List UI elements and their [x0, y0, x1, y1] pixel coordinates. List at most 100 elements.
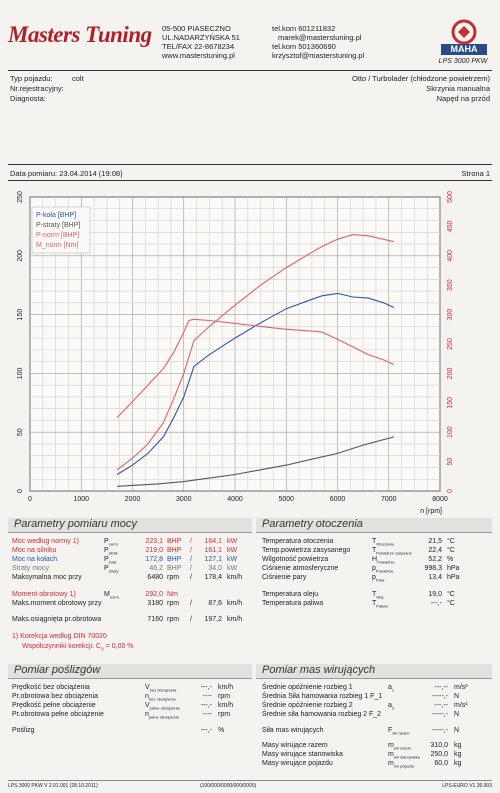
inertia-row-value: ---,--	[434, 684, 448, 691]
inertia-row-symbol-sub: wir razem	[393, 745, 412, 751]
legend-entry: P-norm [BHP]	[36, 232, 79, 239]
power-row-slash: /	[190, 547, 192, 554]
power-row-symbol-sub: norm	[108, 541, 118, 547]
power-row-unit1: BHP	[167, 565, 182, 572]
correction-factor: Współczynniki korekcji: Co = 0,00 %	[22, 643, 134, 653]
y-right-tick-label: 150	[447, 397, 454, 409]
y-left-tick-label: 0	[17, 489, 24, 493]
slip-row-symbol: Vpełne obciążenie	[145, 702, 180, 711]
power-row-slash: /	[190, 538, 192, 545]
diagnostician-label: Diagnosta:	[10, 94, 46, 103]
environment-section-bar	[256, 518, 492, 533]
env-row-symbol: pPara	[372, 574, 385, 583]
legend-box	[31, 206, 91, 254]
env-row-symbol: TOlej	[372, 591, 384, 600]
slip-section-bar	[8, 664, 252, 679]
y-right-tick-label: 50	[447, 458, 454, 466]
power-row-unit2: kW	[227, 556, 238, 563]
inertia-row-unit: kg	[454, 760, 462, 767]
maha-logo: MAHA LPS 3000 PKW	[437, 14, 491, 68]
slip-row-symbol-sub: bez obciążenia	[149, 687, 177, 693]
slip-row-label: Prędkość pełne obciążenie	[12, 702, 96, 709]
inertia-row-symbol-sub: wir razem	[392, 730, 410, 736]
drive-type: Napęd na przód	[436, 94, 490, 103]
power-row-slash: /	[190, 556, 192, 563]
contact-line-3: tel.kom 501360690	[272, 42, 336, 51]
env-row-symbol-sub: Para	[375, 577, 385, 583]
series-line-3	[116, 234, 395, 471]
inertia-section-title: Pomiar mas wirujących	[262, 664, 376, 676]
env-row-symbol: HPowietrze	[372, 556, 395, 565]
power-row-label: Moment obrotowy 1)	[12, 591, 76, 598]
inertia-row-unit: kg	[454, 751, 462, 758]
x-tick-label: 2000	[125, 496, 141, 503]
contact-line-4: krzysztof@masterstuning.pl	[272, 51, 365, 60]
power-row-unit2: kW	[227, 538, 238, 545]
environment-section-title: Parametry otoczenia	[262, 518, 363, 530]
power-section-bar	[8, 518, 252, 533]
inertia-row-value: 60,0	[434, 760, 448, 767]
brand-name: Masters Tuning	[8, 22, 152, 47]
power-row-unit1: BHP	[167, 538, 182, 545]
power-row-unit1: rpm	[167, 616, 180, 623]
slip-row-value: ----	[202, 711, 212, 718]
power-row-symbol-sub: norm	[109, 594, 119, 600]
env-row-symbol-sub: Powietrze	[375, 568, 394, 574]
y-left-tick-label: 50	[17, 428, 24, 436]
power-row-unit2: km/h	[227, 600, 243, 607]
inertia-row-value: -----,-	[432, 711, 448, 718]
power-row-value2: 87,6	[208, 600, 222, 607]
inertia-row-label: Masy wirujące stanowiska	[262, 751, 343, 758]
inertia-row-label: Masy wirujące razem	[262, 742, 328, 749]
power-row-value1: 219,0	[145, 547, 163, 554]
date-divider-top	[8, 164, 492, 165]
env-row-value: 19,0	[428, 591, 442, 598]
inertia-row-symbol: a1	[388, 684, 395, 693]
slip-section-title: Pomiar poślizgów	[14, 664, 101, 676]
power-row-unit1: BHP	[167, 547, 182, 554]
power-row-unit1: rpm	[167, 574, 180, 581]
power-row-slash: /	[190, 565, 192, 572]
inertia-row-unit: N	[454, 727, 460, 734]
power-row-value1: 223,1	[145, 538, 163, 545]
contact-line-2: marek@masterstuning.pl	[278, 33, 362, 42]
inertia-row-symbol: mwir stanowiska	[388, 751, 420, 760]
env-row-symbol-sub: Paliwo	[376, 603, 389, 609]
power-row-value1: 46,2	[149, 565, 163, 572]
series-line-4	[116, 318, 395, 418]
slip-row-label: Poślizg	[12, 727, 35, 734]
inertia-row-value: -----,-	[432, 693, 448, 700]
chart-series	[116, 234, 395, 487]
power-row-unit2: kW	[227, 547, 238, 554]
vehicle-type-value: colt	[72, 74, 84, 83]
date-divider-bottom	[8, 180, 492, 181]
power-row-label: Straty mocy	[12, 565, 49, 572]
inertia-row-label: Średnie opóźnienie rozbieg 2	[262, 702, 353, 709]
inertia-row-symbol: a2	[388, 702, 395, 711]
chart-legend: P-koła [BHP] P-straty [BHP] P-norm [BHP] M_…	[31, 206, 91, 254]
env-row-value: 52,2	[428, 556, 442, 563]
correction-note: 1) Korekcja według DIN 70020	[12, 633, 107, 640]
y-right-tick-label: 200	[447, 367, 454, 379]
power-row-value1: 3180	[147, 600, 163, 607]
power-row-unit1: rpm	[167, 600, 180, 607]
masters-tuning-logo: Masters Tuning	[8, 22, 158, 60]
slip-row-symbol-sub: pełne obciążenie	[148, 714, 179, 720]
registration-label: Nr.rejestracyjny:	[10, 84, 64, 93]
power-row-symbol-sub: silnik	[108, 550, 118, 556]
engine-type: Otto / Turbolader (chłodzone powietrzem)	[352, 74, 490, 83]
power-row-label: Moc na kołach	[12, 556, 58, 563]
inertia-row-unit: kg	[454, 742, 462, 749]
x-tick-label: 1000	[73, 496, 89, 503]
gearbox-type: Skrzynia manualna	[426, 84, 490, 93]
y-right-tick-label: 350	[447, 279, 454, 291]
power-row-label: Maksymalna moc przy	[12, 574, 82, 581]
power-row-unit2: km/h	[227, 616, 243, 623]
inertia-row-symbol-sub: wir pojazdu	[393, 763, 415, 769]
y-right-tick-label: 250	[447, 338, 454, 350]
slip-row-symbol-sub: bez obciążenia	[148, 696, 176, 702]
series-line-1	[116, 292, 395, 475]
env-row-unit: °C	[447, 538, 455, 545]
page-number: Strona 1	[461, 169, 490, 178]
x-tick-label: 0	[28, 496, 32, 503]
